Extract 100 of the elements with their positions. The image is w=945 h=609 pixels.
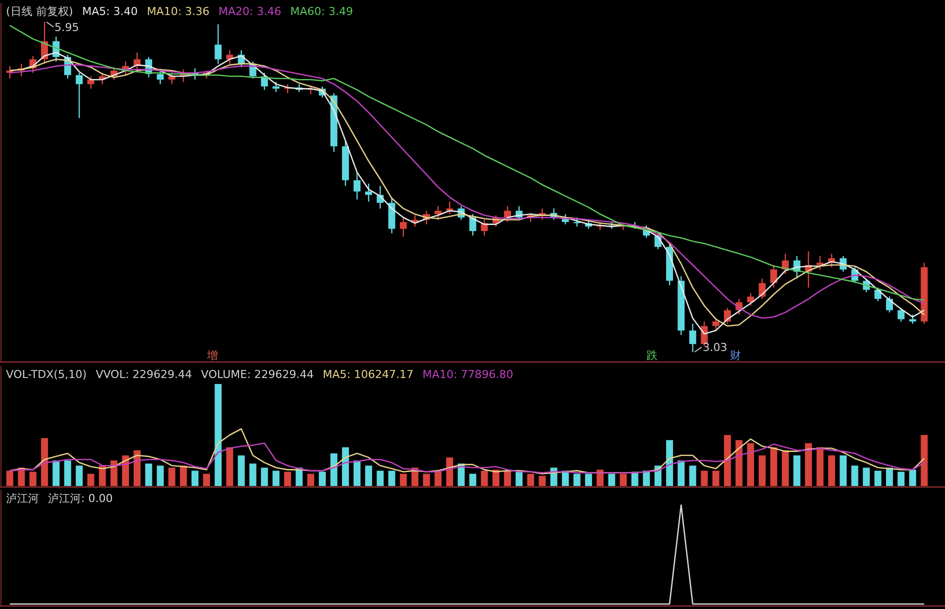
bar — [156, 466, 164, 486]
candlestick — [898, 307, 905, 322]
bar — [874, 470, 882, 486]
bar — [307, 474, 314, 486]
bar — [678, 460, 685, 486]
candlestick — [76, 72, 83, 119]
bar — [492, 470, 500, 486]
bar — [642, 470, 650, 486]
bar — [400, 474, 407, 486]
bar — [504, 470, 511, 486]
annotation: 5.95 — [54, 21, 80, 34]
candlestick — [504, 206, 511, 223]
bar — [920, 435, 928, 486]
bar — [192, 470, 198, 486]
bar — [747, 443, 754, 486]
bar — [376, 470, 384, 486]
bar — [804, 443, 812, 486]
bar — [41, 438, 48, 486]
bar — [538, 476, 546, 486]
bar — [700, 470, 708, 486]
bar — [434, 472, 442, 486]
annotation: 跌 — [646, 349, 658, 362]
bar — [272, 470, 280, 486]
bar — [816, 447, 824, 486]
bar — [260, 468, 268, 486]
bar — [828, 455, 836, 486]
annotation: 财 — [730, 349, 742, 362]
bar — [527, 474, 534, 486]
bar — [52, 460, 60, 486]
chart-subtitle: VVOL: 229629.44 — [96, 368, 192, 381]
bar — [562, 470, 569, 486]
bar — [330, 453, 338, 486]
bar — [122, 455, 130, 486]
bar — [6, 470, 14, 486]
chart-title: VOL-TDX(5,10) — [6, 368, 87, 381]
candlestick — [909, 314, 916, 324]
bar — [724, 435, 731, 486]
text: MA20: 3.46 — [218, 5, 282, 18]
bar — [365, 466, 372, 486]
bar — [180, 466, 187, 486]
bar — [736, 440, 742, 486]
bar — [98, 466, 106, 486]
bar — [585, 474, 592, 486]
bar — [608, 474, 616, 486]
candlestick — [156, 70, 164, 85]
bar — [712, 470, 720, 486]
text: 泸江河: 0.00 — [48, 492, 113, 505]
bar — [342, 447, 349, 486]
bar — [480, 470, 488, 486]
bar — [423, 474, 430, 486]
text: MA60: 3.49 — [290, 5, 353, 18]
text: MA5: 3.40 — [82, 5, 138, 18]
bar — [238, 455, 245, 486]
bar — [909, 470, 916, 486]
bar — [134, 450, 141, 486]
bar — [168, 468, 176, 486]
bar — [631, 472, 638, 486]
text: MA10: 77896.80 — [422, 368, 514, 381]
candlestick — [747, 292, 754, 306]
bar — [76, 466, 83, 486]
candlestick — [214, 24, 222, 64]
bar — [354, 460, 361, 486]
candlestick — [758, 278, 766, 300]
text: MA10: 3.36 — [146, 5, 210, 18]
bar — [862, 468, 870, 486]
bar — [793, 455, 800, 486]
bar — [87, 474, 94, 486]
chart-title: 泸江河 — [6, 492, 39, 505]
bar — [782, 450, 789, 486]
bar — [596, 470, 604, 486]
candlestick — [354, 172, 361, 200]
bar — [770, 447, 778, 486]
bar — [689, 466, 696, 486]
bar — [516, 472, 523, 486]
bar — [666, 440, 674, 486]
bar — [388, 470, 396, 486]
series-label: VOLUME: 229629.44 — [201, 368, 314, 381]
annotation: 增 — [206, 349, 218, 362]
candlestick — [434, 206, 442, 220]
bar — [620, 474, 627, 486]
bar — [284, 472, 292, 486]
bar — [214, 384, 222, 486]
bar — [469, 474, 476, 486]
bar — [840, 455, 847, 486]
chart-title: (日线 前复权) — [6, 5, 74, 18]
candlestick — [874, 286, 882, 302]
annotation: 3.03 — [702, 341, 728, 354]
bar — [446, 457, 454, 486]
bar — [29, 472, 36, 486]
candlestick — [400, 216, 407, 238]
candlestick — [469, 214, 476, 236]
text: MA5: 106247.17 — [322, 368, 414, 381]
bar — [145, 464, 152, 486]
bar — [758, 455, 766, 486]
candlestick — [689, 323, 696, 353]
bar — [898, 472, 905, 486]
bar — [318, 472, 326, 486]
bar — [64, 460, 72, 486]
candlestick — [816, 255, 824, 270]
bar — [573, 474, 580, 486]
